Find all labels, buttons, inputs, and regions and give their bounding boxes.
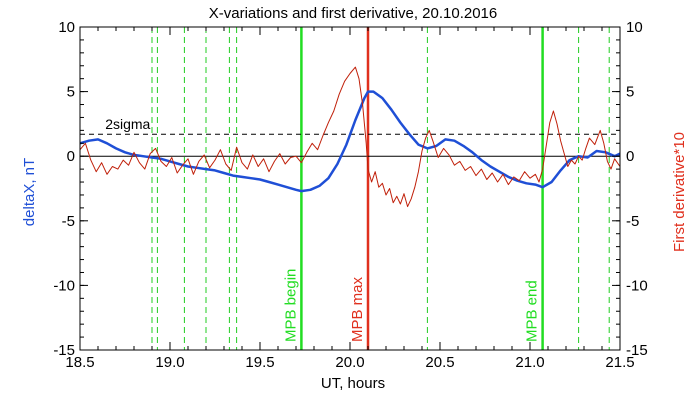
- y-tick-label-right-3: 0: [626, 148, 634, 165]
- y-axis-label-right: First derivative*10: [671, 132, 688, 252]
- y-tick-label-right-1: -10: [626, 277, 648, 294]
- series-deltaX: [79, 90, 621, 193]
- x-tick-label-2: 19.5: [245, 354, 274, 371]
- axes: 18.5 19.0 19.5 20.0 20.5 21.0 21.5-15-10-50510…: [53, 19, 647, 371]
- y-tick-label-left-1: -10: [53, 277, 75, 294]
- y-axis-label-left: deltaX, nT: [21, 158, 38, 226]
- y-tick-label-left-5: 10: [58, 19, 75, 36]
- marker-label-2: MPB end: [524, 280, 541, 342]
- vertical-marker-lines: [151, 27, 610, 350]
- y-tick-label-right-5: 10: [626, 19, 643, 36]
- y-tick-label-right-4: 5: [626, 84, 634, 101]
- marker-labels: MPB begin MPB max MPB end: [282, 269, 540, 342]
- marker-label-0: MPB begin: [282, 269, 299, 342]
- sigma-label: 2sigma: [105, 116, 150, 132]
- x-axis-label: UT, hours: [321, 375, 385, 392]
- y-tick-label-right-0: -15: [626, 342, 648, 359]
- x-tick-label-5: 21.0: [515, 354, 544, 371]
- y-tick-label-left-0: -15: [53, 342, 75, 359]
- y-tick-label-left-2: -5: [62, 213, 75, 230]
- y-tick-label-left-4: 5: [67, 84, 75, 101]
- x-tick-label-1: 19.0: [155, 354, 184, 371]
- x-tick-label-4: 20.5: [425, 354, 454, 371]
- y-tick-label-right-2: -5: [626, 213, 639, 230]
- series-lines: [79, 66, 621, 208]
- x-tick-label-3: 20.0: [335, 354, 364, 371]
- marker-label-1: MPB max: [349, 276, 366, 342]
- x-tick-label-6: 21.5: [605, 354, 634, 371]
- y-tick-label-left-3: 0: [67, 148, 75, 165]
- x-tick-label-0: 18.5: [65, 354, 94, 371]
- chart-title: X-variations and first derivative, 20.10…: [209, 5, 498, 22]
- series-derivative: [79, 66, 621, 208]
